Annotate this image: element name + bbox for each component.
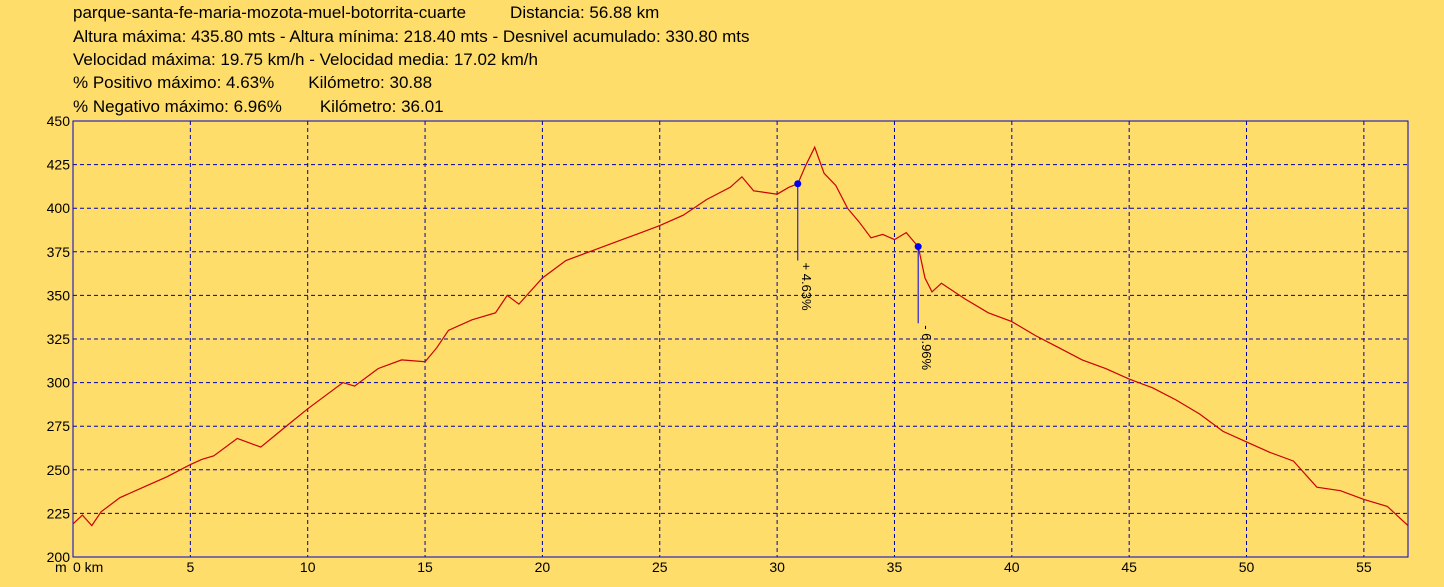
x-tick-label: 25 bbox=[652, 559, 668, 575]
y-tick-label: 425 bbox=[47, 157, 71, 173]
x-tick-label: 45 bbox=[1121, 559, 1137, 575]
x-tick-label: 10 bbox=[300, 559, 316, 575]
x-tick-label: 5 bbox=[186, 559, 194, 575]
y-tick-label: 250 bbox=[47, 462, 71, 478]
x-tick-label: 20 bbox=[535, 559, 551, 575]
positive-slope-line: % Positivo máximo: 4.63% Kilómetro: 30.88 bbox=[73, 73, 432, 93]
x-tick-label: 40 bbox=[1004, 559, 1020, 575]
altitude-text: Altura máxima: 435.80 mts - Altura mínim… bbox=[73, 27, 750, 46]
negative-slope-text: % Negativo máximo: 6.96% bbox=[73, 97, 282, 116]
distance-text: Distancia: 56.88 km bbox=[510, 3, 660, 22]
elevation-line bbox=[72, 145, 1409, 527]
y-tick-label: 400 bbox=[47, 200, 71, 216]
y-tick-label: 375 bbox=[47, 244, 71, 260]
negative-slope-line: % Negativo máximo: 6.96% Kilómetro: 36.01 bbox=[73, 97, 444, 117]
x-tick-label: 35 bbox=[887, 559, 903, 575]
y-tick-label: 200 bbox=[47, 549, 71, 565]
slope-marker-point bbox=[914, 243, 922, 251]
x-tick-label: 30 bbox=[769, 559, 785, 575]
slope-marker-label: + 4.63% bbox=[799, 263, 814, 312]
x-tick-label: 0 km bbox=[73, 559, 103, 575]
speed-text: Velocidad máxima: 19.75 km/h - Velocidad… bbox=[73, 50, 538, 69]
positive-slope-km: Kilómetro: 30.88 bbox=[308, 73, 433, 92]
y-tick-label: 275 bbox=[47, 418, 71, 434]
route-title-line: parque-santa-fe-maria-mozota-muel-botorr… bbox=[73, 3, 659, 23]
x-tick-label: 55 bbox=[1356, 559, 1372, 575]
slope-marker-label: - 6.96% bbox=[919, 325, 934, 370]
plot-frame bbox=[72, 120, 1409, 558]
positive-slope-text: % Positivo máximo: 4.63% bbox=[73, 73, 275, 92]
x-tick-label: 15 bbox=[417, 559, 433, 575]
slope-marker-point bbox=[794, 180, 802, 188]
route-name: parque-santa-fe-maria-mozota-muel-botorr… bbox=[73, 3, 467, 22]
y-tick-label: 225 bbox=[47, 505, 71, 521]
y-tick-label: 350 bbox=[47, 287, 71, 303]
x-tick-label: 50 bbox=[1239, 559, 1255, 575]
y-tick-label: 325 bbox=[47, 331, 71, 347]
y-tick-label: 450 bbox=[47, 113, 71, 129]
y-tick-label: 300 bbox=[47, 375, 71, 391]
y-unit-label: m bbox=[55, 559, 67, 575]
negative-slope-km: Kilómetro: 36.01 bbox=[319, 97, 444, 116]
